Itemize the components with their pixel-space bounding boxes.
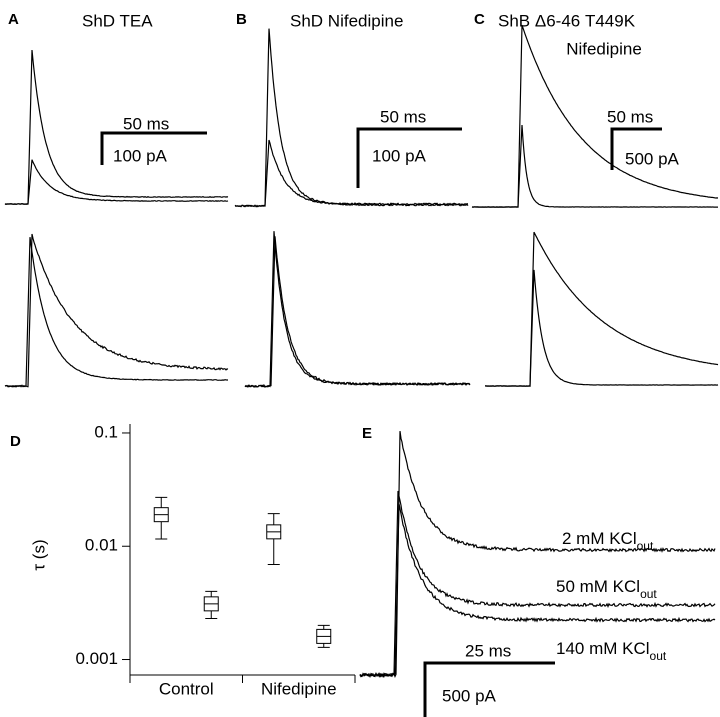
trace [359, 490, 716, 679]
scale-label: 50 ms [380, 107, 426, 126]
trace [4, 233, 229, 388]
scale-label: 50 ms [123, 114, 169, 133]
scale-label: 500 pA [625, 149, 680, 168]
panel-title: ShD Nifedipine [290, 11, 403, 30]
scale-label: 100 pA [113, 146, 168, 165]
y-tick-label: 0.001 [75, 649, 118, 668]
trace [244, 236, 471, 388]
scale-bar [423, 661, 555, 717]
trace [4, 237, 228, 387]
panel-label: B [236, 11, 247, 28]
subscript: out [640, 587, 657, 601]
y-axis-label: τ (s) [29, 539, 48, 570]
trace-label-text: 2 mM KCl [562, 529, 637, 548]
trace [471, 124, 718, 208]
y-tick-label: 0.1 [94, 422, 118, 441]
scale-bar [100, 131, 207, 165]
panel-label: A [8, 11, 19, 28]
trace [4, 49, 229, 205]
scale-label: 50 ms [607, 107, 653, 126]
scale-bar [610, 127, 662, 170]
trace-label: 140 mM KClout [556, 639, 667, 663]
trace [485, 231, 719, 387]
trace [485, 269, 719, 387]
trace-label-text: 50 mM KCl [556, 577, 640, 596]
trace-label-text: 140 mM KCl [556, 639, 650, 658]
scale-label: 500 pA [442, 686, 497, 705]
panel-label: C [474, 11, 485, 28]
subscript: out [650, 649, 667, 663]
panel-title: ShD TEA [82, 11, 153, 30]
scale-label: 25 ms [465, 641, 511, 660]
panel-label: E [362, 425, 372, 442]
panel-title: ShB Δ6-46 T449K [498, 11, 636, 30]
trace [359, 431, 716, 679]
trace [234, 139, 469, 208]
x-tick-label: Control [159, 679, 214, 698]
trace-label: 50 mM KClout [556, 577, 657, 601]
scale-bar [356, 127, 462, 188]
trace [4, 159, 229, 205]
trace [359, 503, 716, 678]
trace [234, 28, 469, 208]
scale-label: 100 pA [372, 146, 427, 165]
trace [244, 231, 471, 388]
panel-title: Nifedipine [566, 39, 642, 58]
panel-label: D [10, 433, 21, 450]
x-tick-label: Nifedipine [261, 679, 337, 698]
y-tick-label: 0.01 [85, 536, 118, 555]
subscript: out [637, 539, 654, 553]
